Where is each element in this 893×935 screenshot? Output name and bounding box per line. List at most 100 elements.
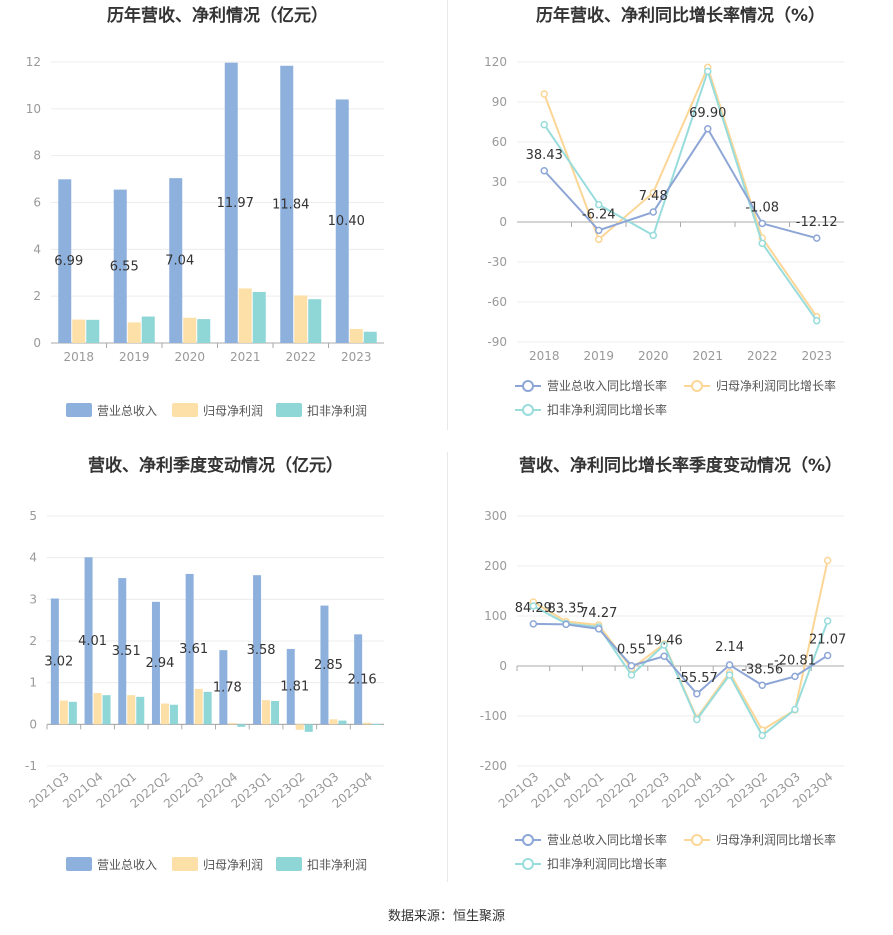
bar-deducted-profit[interactable]: [363, 331, 377, 343]
bar-net-profit[interactable]: [349, 328, 363, 343]
bar-deducted-profit[interactable]: [271, 701, 280, 725]
bar-net-profit[interactable]: [194, 688, 203, 725]
data-point[interactable]: [627, 661, 636, 670]
bar-net-profit[interactable]: [295, 724, 304, 730]
data-point[interactable]: [529, 602, 538, 610]
bar-revenue[interactable]: [50, 598, 59, 725]
legend-label: 营业总收入: [97, 858, 157, 872]
bar-net-profit[interactable]: [160, 703, 169, 725]
bar-deducted-profit[interactable]: [203, 691, 212, 725]
legend-item[interactable]: 营业总收入同比增长率: [515, 832, 667, 847]
bar-revenue[interactable]: [224, 62, 238, 343]
data-point[interactable]: [758, 731, 766, 740]
data-point[interactable]: [813, 316, 821, 325]
bar-net-profit[interactable]: [238, 288, 252, 343]
series-line-revenue[interactable]: [533, 622, 829, 696]
data-point[interactable]: [704, 125, 712, 133]
bar-deducted-profit[interactable]: [252, 291, 266, 343]
data-point[interactable]: [725, 671, 734, 679]
legend-item[interactable]: 归母净利润同比增长率: [684, 832, 836, 847]
bar-revenue[interactable]: [113, 189, 127, 343]
bar-deducted-profit[interactable]: [338, 720, 347, 725]
bar-net-profit[interactable]: [228, 723, 237, 725]
data-point[interactable]: [823, 651, 832, 660]
bar-deducted-profit[interactable]: [372, 723, 381, 725]
bar-net-profit[interactable]: [72, 319, 86, 343]
legend-item[interactable]: 扣非净利润: [276, 857, 367, 872]
data-point[interactable]: [595, 200, 603, 209]
data-point[interactable]: [791, 672, 799, 681]
bar-deducted-profit[interactable]: [237, 724, 246, 727]
bar-net-profit[interactable]: [363, 722, 372, 725]
legend-item[interactable]: 营业总收入同比增长率: [515, 378, 667, 393]
series-line-deducted-profit[interactable]: [532, 605, 829, 738]
series-line-net-profit[interactable]: [543, 64, 818, 318]
bar-deducted-profit[interactable]: [169, 704, 178, 725]
bar-net-profit[interactable]: [329, 719, 338, 725]
data-point[interactable]: [758, 219, 766, 228]
bar-deducted-profit[interactable]: [102, 695, 111, 725]
legend-item[interactable]: 扣非净利润同比增长率: [515, 402, 667, 417]
data-point[interactable]: [649, 188, 657, 197]
bar-revenue[interactable]: [151, 601, 160, 725]
bar-deducted-profit[interactable]: [136, 696, 145, 725]
bar-net-profit[interactable]: [294, 295, 308, 343]
data-point[interactable]: [758, 239, 766, 248]
data-point[interactable]: [595, 625, 603, 633]
bar-revenue[interactable]: [84, 557, 93, 725]
data-point[interactable]: [627, 671, 636, 679]
legend-item[interactable]: 营业总收入: [66, 403, 157, 418]
data-point[interactable]: [693, 690, 701, 698]
series-line-revenue[interactable]: [543, 126, 818, 240]
legend-item[interactable]: 营业总收入: [66, 857, 157, 872]
data-point[interactable]: [540, 120, 548, 129]
bar-deducted-profit[interactable]: [308, 299, 322, 343]
data-point[interactable]: [660, 652, 668, 661]
bar-revenue[interactable]: [58, 179, 72, 343]
data-point[interactable]: [823, 617, 832, 625]
legend-item[interactable]: 扣非净利润同比增长率: [515, 856, 667, 871]
data-point[interactable]: [595, 235, 603, 244]
bar-net-profit[interactable]: [262, 700, 271, 725]
data-point[interactable]: [758, 681, 766, 690]
bar-deducted-profit[interactable]: [304, 724, 313, 732]
legend-item[interactable]: 归母净利润同比增长率: [684, 378, 836, 393]
data-point[interactable]: [649, 208, 657, 216]
data-point[interactable]: [823, 556, 832, 565]
bar-net-profit[interactable]: [59, 700, 68, 725]
legend-item[interactable]: 归母净利润: [172, 403, 263, 418]
data-point[interactable]: [704, 67, 712, 76]
data-point[interactable]: [649, 231, 657, 240]
bar-revenue[interactable]: [118, 578, 127, 725]
data-point[interactable]: [540, 90, 548, 98]
bar-revenue[interactable]: [280, 65, 294, 343]
data-point[interactable]: [725, 661, 734, 669]
bar-revenue[interactable]: [185, 573, 194, 725]
bar-revenue[interactable]: [335, 99, 349, 343]
data-point[interactable]: [595, 226, 603, 235]
bar-net-profit[interactable]: [127, 322, 141, 343]
bar-deducted-profit[interactable]: [197, 319, 211, 343]
bar-net-profit[interactable]: [183, 317, 197, 343]
bar-deducted-profit[interactable]: [68, 701, 77, 725]
bar-deducted-profit[interactable]: [141, 316, 155, 343]
data-point[interactable]: [693, 715, 701, 724]
bar-revenue[interactable]: [219, 650, 228, 725]
data-point[interactable]: [660, 641, 668, 649]
bar-net-profit[interactable]: [93, 693, 102, 725]
series-line-deducted-profit[interactable]: [543, 68, 818, 322]
bar-revenue[interactable]: [354, 634, 363, 725]
data-point[interactable]: [791, 705, 799, 714]
data-point[interactable]: [529, 620, 538, 628]
data-point[interactable]: [562, 620, 570, 629]
bar-net-profit[interactable]: [127, 695, 136, 725]
bar-deducted-profit[interactable]: [86, 319, 100, 343]
bar-revenue[interactable]: [320, 605, 329, 725]
bar-revenue[interactable]: [286, 648, 295, 725]
data-point[interactable]: [540, 167, 548, 175]
data-point[interactable]: [813, 234, 821, 242]
bar-revenue[interactable]: [169, 178, 183, 343]
bar-revenue[interactable]: [253, 575, 262, 725]
legend-item[interactable]: 归母净利润: [172, 857, 263, 872]
legend-item[interactable]: 扣非净利润: [276, 403, 367, 418]
